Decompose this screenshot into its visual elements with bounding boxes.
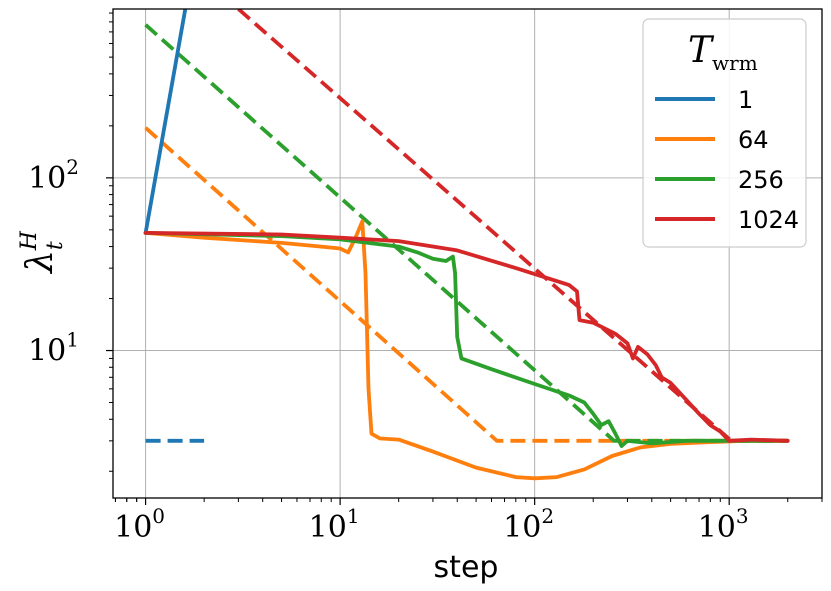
- series-256-line: [143, 231, 790, 448]
- legend: Twrm 1 64 256 1024: [642, 18, 807, 248]
- x-tick-label: 103: [698, 504, 749, 545]
- svg-text:λtH: λtH: [17, 230, 68, 275]
- series-64-line: [143, 219, 790, 481]
- legend-title: Twrm: [688, 30, 758, 75]
- legend-label-1: 1: [738, 86, 753, 114]
- legend-frame: [642, 18, 807, 248]
- series-256-dashed-line: [144, 23, 788, 443]
- x-tick-label: 102: [503, 504, 554, 545]
- y-tick-label: 102: [28, 155, 79, 196]
- y-tick-label: 101: [28, 328, 79, 369]
- legend-entries: 1 64 256 1024: [655, 86, 799, 234]
- legend-label-1024: 1024: [738, 206, 799, 234]
- x-tick-label: 100: [114, 504, 165, 545]
- series-1-line: [143, 9, 188, 235]
- legend-label-64: 64: [738, 126, 769, 154]
- x-tick-label: 101: [309, 504, 360, 545]
- plot-frame: [112, 8, 823, 499]
- series-1024-line: [143, 231, 790, 443]
- legend-label-256: 256: [738, 166, 784, 194]
- axis-ticks: 100 101 102 103 101 102: [28, 12, 823, 545]
- y-axis-label: λtH: [17, 230, 68, 275]
- series-layer: [143, 9, 790, 481]
- x-axis-label: step: [434, 550, 499, 585]
